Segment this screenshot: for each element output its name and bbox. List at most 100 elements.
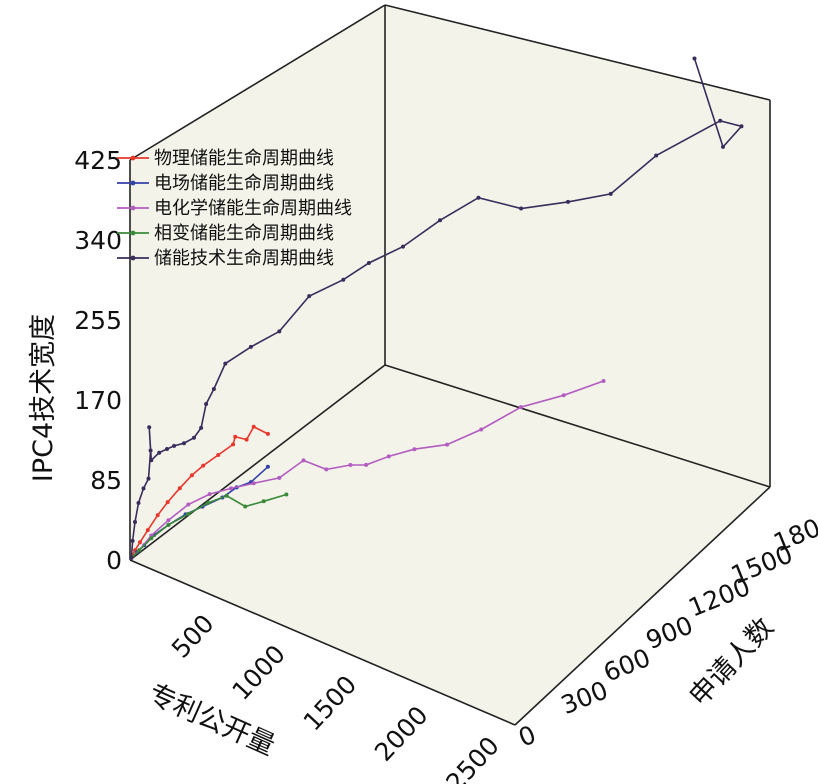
- series-point: [233, 434, 238, 439]
- series-point: [204, 402, 209, 406]
- series-point: [244, 437, 249, 442]
- series-point: [145, 528, 150, 533]
- series-point: [654, 153, 659, 158]
- series-point: [519, 405, 523, 410]
- x-tick-label: 1000: [226, 639, 291, 705]
- series-layer: [129, 56, 744, 560]
- series-point: [177, 486, 182, 491]
- series-point: [251, 424, 256, 429]
- legend-item: 电化学储能生命周期曲线: [117, 198, 352, 219]
- series-point: [182, 441, 186, 446]
- y-tick-label: 300: [557, 675, 612, 720]
- series-point: [224, 493, 229, 498]
- series-4: [129, 56, 744, 560]
- series-point: [265, 431, 270, 436]
- series-point: [476, 195, 481, 200]
- series-point: [216, 453, 221, 457]
- series-point: [248, 344, 253, 349]
- series-point: [157, 450, 162, 455]
- series-line: [130, 493, 287, 559]
- series-point: [129, 555, 134, 560]
- legend-item: 物理储能生命周期曲线: [117, 148, 334, 169]
- series-point: [165, 447, 169, 451]
- series-point: [251, 481, 256, 486]
- series-point: [207, 492, 212, 497]
- series-point: [138, 540, 142, 545]
- legend-swatch-marker: [130, 255, 136, 261]
- series-point: [199, 425, 204, 430]
- z-tick-label: 340: [74, 226, 122, 255]
- series-point: [608, 191, 613, 196]
- legend-label: 相变储能生命周期曲线: [154, 223, 334, 244]
- series-2: [129, 379, 606, 560]
- series-point: [364, 462, 369, 467]
- series-point: [149, 536, 154, 541]
- series-point: [739, 124, 744, 129]
- series-point: [445, 442, 450, 447]
- back-wall-left: [130, 5, 385, 560]
- series-point: [146, 476, 151, 481]
- series-point: [231, 442, 236, 447]
- series-point: [519, 206, 524, 211]
- legend-item: 相变储能生命周期曲线: [117, 223, 334, 244]
- series-3: [129, 492, 289, 560]
- y-tick-label: 1800: [769, 507, 818, 558]
- series-point: [206, 500, 211, 505]
- series-point: [165, 500, 170, 505]
- y-tick-label: 900: [642, 610, 697, 655]
- series-0: [129, 424, 270, 560]
- series-point: [189, 473, 194, 478]
- series-point: [211, 387, 216, 391]
- series-point: [561, 393, 566, 398]
- series-line: [130, 58, 743, 558]
- series-point: [186, 511, 191, 516]
- series-point: [229, 486, 233, 491]
- legend-swatch-marker: [130, 230, 136, 236]
- series-point: [386, 454, 391, 459]
- legend-item: 电场储能生命周期曲线: [117, 173, 334, 194]
- series-point: [301, 458, 306, 463]
- legend-label: 电化学储能生命周期曲线: [154, 198, 352, 219]
- series-point: [479, 427, 484, 432]
- series-point: [438, 218, 442, 223]
- series-point: [284, 492, 289, 497]
- series-point: [155, 513, 160, 518]
- series-line: [130, 380, 604, 559]
- legend-swatch-marker: [130, 205, 136, 211]
- series-point: [261, 499, 266, 504]
- series-point: [166, 522, 171, 527]
- legend-label: 物理储能生命周期曲线: [154, 148, 334, 169]
- z-tick-label: 425: [74, 146, 122, 175]
- series-point: [148, 448, 153, 453]
- z-tick-label: 0: [106, 546, 122, 575]
- x-tick-label: 1500: [298, 670, 363, 736]
- legend-item: 储能技术生命周期曲线: [117, 248, 334, 269]
- x-tick-label: 2000: [369, 701, 434, 767]
- series-point: [149, 458, 154, 463]
- z-axis-ticks: 0 85 170 255 340 425: [74, 146, 122, 575]
- legend-label: 电场储能生命周期曲线: [154, 173, 334, 194]
- z-tick-label: 255: [74, 306, 122, 335]
- series-point: [243, 504, 248, 509]
- z-axis-title: IPC4技术宽度: [28, 314, 59, 482]
- series-point: [186, 502, 191, 507]
- series-point: [166, 518, 171, 523]
- x-tick-label: 500: [166, 609, 220, 664]
- series-point: [718, 118, 723, 123]
- series-point: [277, 329, 282, 334]
- legend-swatch-marker: [130, 180, 136, 186]
- legend-swatch-marker: [130, 155, 136, 161]
- series-point: [201, 463, 206, 468]
- series-point: [149, 533, 154, 538]
- series-point: [147, 425, 152, 430]
- series-point: [130, 538, 135, 543]
- y-tick-label: 0: [514, 720, 540, 753]
- series-point: [136, 501, 141, 505]
- back-wall-right: [385, 5, 770, 487]
- series-point: [566, 199, 570, 204]
- series-point: [366, 261, 371, 265]
- series-point: [341, 277, 346, 282]
- series-point: [137, 548, 142, 553]
- y-tick-label: 600: [599, 643, 654, 688]
